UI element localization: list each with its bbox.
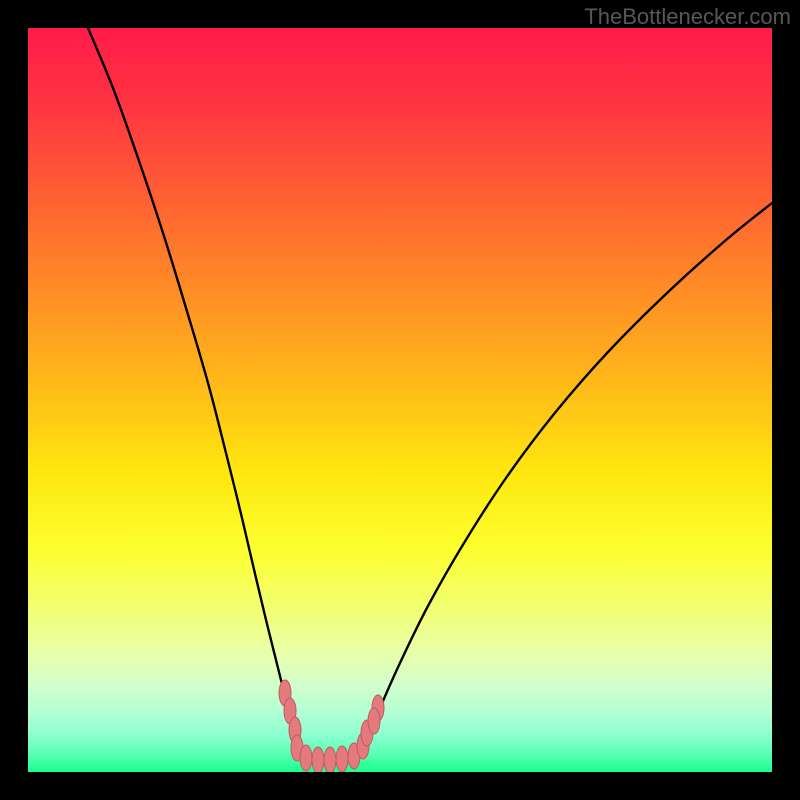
data-marker (300, 745, 312, 771)
data-marker (368, 708, 380, 734)
chart-plot-area (28, 28, 772, 772)
data-marker (324, 747, 336, 772)
chart-svg (28, 28, 772, 772)
chart-outer-frame: TheBottlenecker.com (0, 0, 800, 800)
watermark-label: TheBottlenecker.com (584, 4, 791, 30)
data-marker (312, 747, 324, 772)
data-marker (336, 746, 348, 772)
